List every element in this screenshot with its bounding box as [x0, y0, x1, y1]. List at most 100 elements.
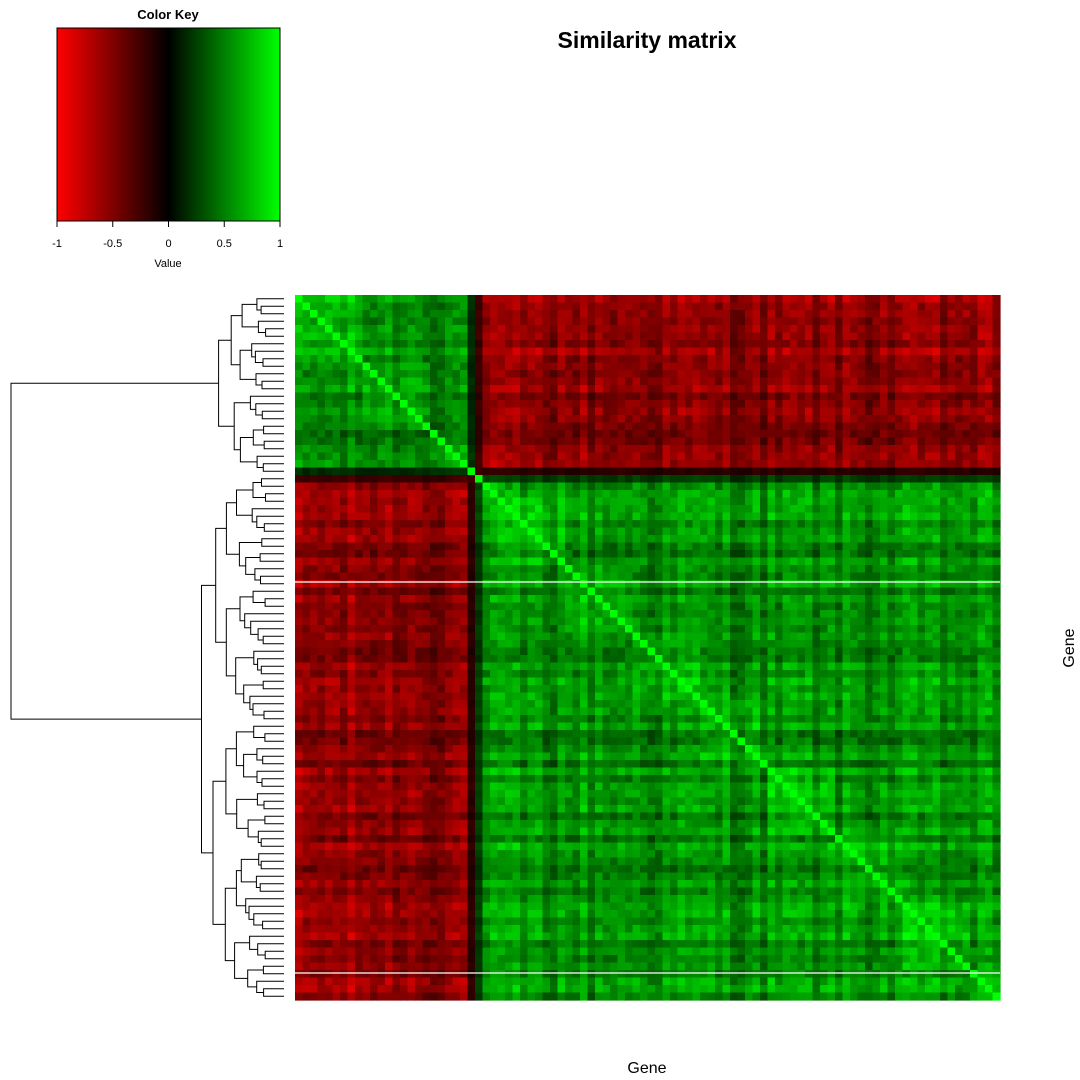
heatmap-cell — [617, 655, 626, 664]
heatmap-cell — [407, 325, 416, 334]
heatmap-cell — [587, 407, 596, 416]
heatmap-cell — [940, 655, 949, 664]
heatmap-cell — [490, 527, 499, 536]
heatmap-cell — [475, 370, 484, 379]
heatmap-cell — [452, 550, 461, 559]
heatmap-cell — [580, 407, 589, 416]
heatmap-cell — [340, 632, 349, 641]
heatmap-cell — [790, 550, 799, 559]
heatmap-cell — [677, 565, 686, 574]
heatmap-cell — [842, 437, 851, 446]
heatmap-cell — [752, 655, 761, 664]
heatmap-cell — [812, 445, 821, 454]
heatmap-cell — [617, 452, 626, 461]
heatmap-cell — [602, 475, 611, 484]
heatmap-cell — [565, 602, 574, 611]
heatmap-cell — [362, 467, 371, 476]
heatmap-cell — [992, 460, 1001, 469]
heatmap-cell — [745, 310, 754, 319]
heatmap-cell — [407, 527, 416, 536]
heatmap-cell — [970, 520, 979, 529]
heatmap-cell — [445, 662, 454, 671]
heatmap-cell — [737, 632, 746, 641]
heatmap-cell — [790, 557, 799, 566]
heatmap-cell — [362, 602, 371, 611]
heatmap-cell — [805, 587, 814, 596]
heatmap-cell — [595, 392, 604, 401]
heatmap-cell — [310, 587, 319, 596]
heatmap-cell — [385, 550, 394, 559]
heatmap-cell — [467, 422, 476, 431]
dendrogram-branch — [239, 596, 254, 622]
heatmap-cell — [437, 347, 446, 356]
heatmap-cell — [617, 647, 626, 656]
heatmap-cell — [512, 325, 521, 334]
heatmap-cell — [512, 572, 521, 581]
heatmap-cell — [490, 332, 499, 341]
heatmap-cell — [685, 677, 694, 686]
heatmap-cell — [722, 655, 731, 664]
heatmap-cell — [805, 677, 814, 686]
heatmap-cell — [302, 407, 311, 416]
heatmap-cell — [782, 325, 791, 334]
heatmap-cell — [857, 565, 866, 574]
heatmap-cell — [955, 452, 964, 461]
heatmap-cell — [430, 640, 439, 649]
heatmap-cell — [542, 677, 551, 686]
heatmap-cell — [542, 377, 551, 386]
heatmap-cell — [595, 422, 604, 431]
heatmap-cell — [685, 385, 694, 394]
heatmap-cell — [745, 677, 754, 686]
heatmap-cell — [925, 422, 934, 431]
heatmap-cell — [452, 392, 461, 401]
heatmap-cell — [325, 310, 334, 319]
heatmap-cell — [542, 445, 551, 454]
heatmap-cell — [730, 445, 739, 454]
heatmap-cell — [430, 362, 439, 371]
heatmap-cell — [490, 505, 499, 514]
heatmap-cell — [362, 377, 371, 386]
heatmap-cell — [932, 557, 941, 566]
heatmap-cell — [617, 632, 626, 641]
heatmap-cell — [467, 317, 476, 326]
heatmap-cell — [610, 580, 619, 589]
color-key-axis: -1 -0.5 0 0.5 1 — [52, 220, 283, 250]
heatmap-cell — [850, 332, 859, 341]
heatmap-cell — [827, 332, 836, 341]
heatmap-cell — [790, 317, 799, 326]
heatmap-cell — [347, 632, 356, 641]
heatmap-cell — [782, 497, 791, 506]
heatmap-cell — [295, 632, 304, 641]
heatmap-cell — [872, 460, 881, 469]
heatmap-cell — [827, 355, 836, 364]
heatmap-cell — [512, 400, 521, 409]
heatmap-cell — [857, 527, 866, 536]
heatmap-cell — [872, 407, 881, 416]
heatmap-cell — [505, 580, 514, 589]
heatmap-cell — [617, 557, 626, 566]
heatmap-cell — [692, 580, 701, 589]
heatmap-cell — [617, 475, 626, 484]
heatmap-cell — [962, 535, 971, 544]
heatmap-cell — [970, 527, 979, 536]
heatmap-cell — [310, 520, 319, 529]
heatmap-cell — [355, 302, 364, 311]
heatmap-cell — [977, 557, 986, 566]
heatmap-cell — [917, 377, 926, 386]
heatmap-cell — [475, 340, 484, 349]
heatmap-cell — [505, 370, 514, 379]
heatmap-cell — [677, 572, 686, 581]
heatmap-cell — [475, 512, 484, 521]
heatmap-cell — [857, 602, 866, 611]
heatmap-cell — [295, 602, 304, 611]
heatmap-cell — [655, 347, 664, 356]
heatmap-cell — [647, 572, 656, 581]
dendrogram-branch — [256, 515, 284, 528]
heatmap-cell — [422, 505, 431, 514]
heatmap-cell — [752, 362, 761, 371]
heatmap-cell — [947, 655, 956, 664]
heatmap-cell — [332, 580, 341, 589]
heatmap-cell — [302, 347, 311, 356]
heatmap-cell — [812, 587, 821, 596]
heatmap-cell — [392, 415, 401, 424]
